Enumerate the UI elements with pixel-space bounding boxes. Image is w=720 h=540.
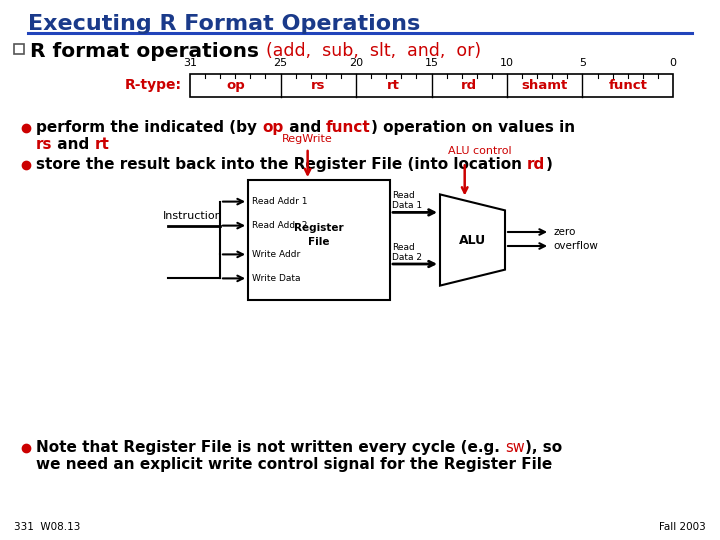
Text: Note that Register File is not written every cycle (e.g.: Note that Register File is not written e… <box>36 440 505 455</box>
Text: ), so: ), so <box>525 440 562 455</box>
Text: ) operation on values in: ) operation on values in <box>371 120 575 135</box>
Text: zero: zero <box>553 227 575 237</box>
Text: 20: 20 <box>349 58 363 68</box>
Text: store the result back into the Register File (into location: store the result back into the Register … <box>36 157 527 172</box>
Text: Instruction: Instruction <box>163 211 222 221</box>
Text: rt: rt <box>387 79 400 92</box>
Text: Read Addr 2: Read Addr 2 <box>252 221 307 230</box>
Text: 31: 31 <box>183 58 197 68</box>
Text: 15: 15 <box>425 58 438 68</box>
Text: Register: Register <box>294 223 344 233</box>
Text: ALU: ALU <box>459 233 486 246</box>
Text: rs: rs <box>311 79 325 92</box>
FancyBboxPatch shape <box>248 180 390 300</box>
Text: funct: funct <box>608 79 647 92</box>
Text: R format operations: R format operations <box>30 42 266 61</box>
Text: (add,  sub,  slt,  and,  or): (add, sub, slt, and, or) <box>266 42 481 60</box>
Text: rs: rs <box>36 137 53 152</box>
Text: Fall 2003: Fall 2003 <box>660 522 706 532</box>
Text: Read
Data 1: Read Data 1 <box>392 191 422 211</box>
Text: op: op <box>226 79 245 92</box>
Text: 0: 0 <box>670 58 677 68</box>
Text: 10: 10 <box>500 58 514 68</box>
Text: Executing R Format Operations: Executing R Format Operations <box>28 14 420 34</box>
Text: ALU control: ALU control <box>448 146 511 157</box>
Text: File: File <box>308 238 330 247</box>
FancyBboxPatch shape <box>14 44 24 54</box>
Text: 5: 5 <box>579 58 586 68</box>
Text: and: and <box>284 120 326 135</box>
Text: Read Addr 1: Read Addr 1 <box>252 197 307 206</box>
Text: rd: rd <box>462 79 477 92</box>
FancyBboxPatch shape <box>190 74 673 97</box>
Text: op: op <box>262 120 284 135</box>
Text: shamt: shamt <box>521 79 568 92</box>
Text: we need an explicit write control signal for the Register File: we need an explicit write control signal… <box>36 457 552 472</box>
Text: 331  W08.13: 331 W08.13 <box>14 522 81 532</box>
Text: rt: rt <box>95 137 110 152</box>
Text: and: and <box>53 137 95 152</box>
Text: Write Data: Write Data <box>252 274 300 283</box>
Text: RegWrite: RegWrite <box>282 134 333 144</box>
Text: perform the indicated (by: perform the indicated (by <box>36 120 262 135</box>
Text: R-type:: R-type: <box>125 78 182 92</box>
Text: funct: funct <box>326 120 371 135</box>
Text: rd: rd <box>527 157 546 172</box>
Text: ): ) <box>546 157 552 172</box>
Text: sw: sw <box>505 440 525 455</box>
Text: Write Addr: Write Addr <box>252 250 300 259</box>
Text: Read
Data 2: Read Data 2 <box>392 242 422 262</box>
Text: 25: 25 <box>274 58 287 68</box>
Polygon shape <box>440 194 505 286</box>
Text: overflow: overflow <box>553 241 598 251</box>
